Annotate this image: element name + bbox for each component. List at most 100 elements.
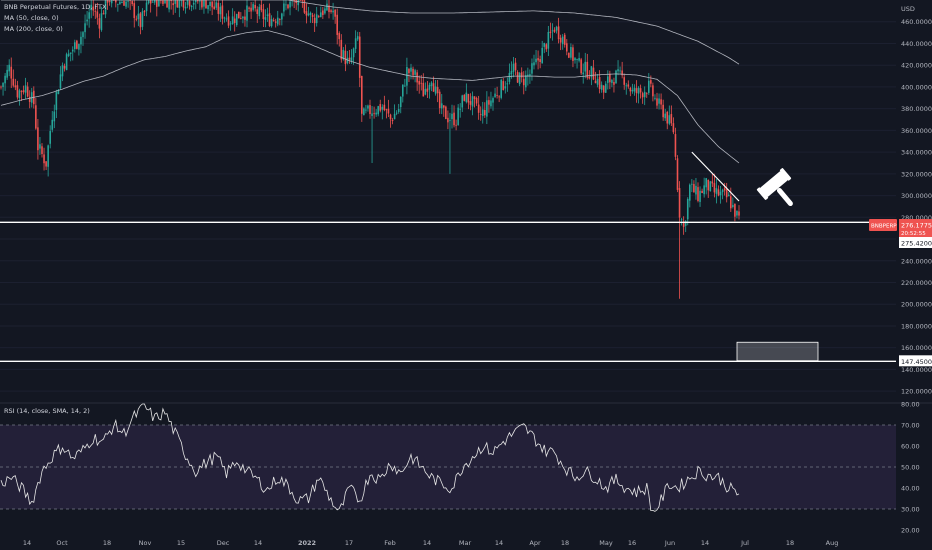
candle-body bbox=[279, 19, 281, 20]
price-tick-label: 440.0000 bbox=[901, 40, 932, 48]
candle-body bbox=[707, 179, 710, 191]
candle-body bbox=[584, 61, 587, 72]
candle-body bbox=[326, 3, 328, 11]
candle-body bbox=[164, 0, 166, 4]
candle-body bbox=[98, 18, 101, 29]
candle-body bbox=[365, 109, 367, 111]
candle-body bbox=[416, 72, 418, 83]
candle-body bbox=[543, 43, 546, 47]
candle-body bbox=[47, 145, 49, 167]
price-axis[interactable]: 120.0000 140.0000 160.0000 180.0000 200.0000… bbox=[901, 18, 932, 395]
candle-body bbox=[252, 4, 254, 10]
target-zone-box[interactable] bbox=[736, 341, 819, 362]
candle-body bbox=[258, 6, 261, 17]
candle-body bbox=[270, 18, 273, 27]
down-trendline[interactable] bbox=[691, 151, 740, 202]
candle-body bbox=[315, 14, 318, 24]
candle-body bbox=[629, 87, 632, 92]
candle-body bbox=[324, 8, 326, 14]
candle-body bbox=[656, 98, 658, 106]
drawings-layer[interactable] bbox=[691, 151, 819, 362]
candle-body bbox=[637, 87, 640, 94]
candle-body bbox=[16, 85, 19, 98]
candle-body bbox=[613, 81, 615, 85]
candle-body bbox=[723, 188, 726, 191]
candle-body bbox=[367, 105, 369, 109]
candle-body bbox=[192, 2, 195, 5]
candle-body bbox=[459, 108, 461, 110]
candle-body bbox=[309, 12, 312, 15]
candle-body bbox=[139, 13, 142, 28]
candle-body bbox=[197, 0, 199, 2]
symbol-title[interactable]: BNB Perpetual Futures, 1D, FTX bbox=[4, 3, 107, 11]
price-tick-label: 200.0000 bbox=[901, 301, 932, 309]
candle-body bbox=[76, 40, 78, 49]
candle-body bbox=[221, 5, 224, 19]
candle-body bbox=[627, 84, 630, 87]
candle-body bbox=[557, 26, 560, 40]
candle-body bbox=[598, 77, 601, 89]
price-tick-label: 160.0000 bbox=[901, 344, 932, 352]
time-tick-label: Oct bbox=[56, 539, 68, 547]
candle-body bbox=[301, 0, 304, 1]
candle-body bbox=[299, 0, 302, 1]
time-tick-label: 17 bbox=[345, 539, 353, 547]
candle-body bbox=[717, 189, 720, 196]
candle-body bbox=[549, 31, 552, 33]
candle-body bbox=[4, 75, 6, 84]
ma200-legend[interactable]: MA (200, close, 0) bbox=[4, 25, 63, 33]
candle-body bbox=[477, 104, 480, 113]
candle-body bbox=[82, 32, 84, 38]
candle-body bbox=[320, 12, 322, 18]
candle-body bbox=[668, 115, 671, 124]
rsi-axis[interactable]: 20.00 30.00 40.00 50.00 60.00 70.00 80.00 bbox=[901, 401, 920, 535]
candle-body bbox=[123, 0, 125, 6]
candle-body bbox=[119, 1, 121, 4]
candle-body bbox=[461, 95, 464, 108]
candle-body bbox=[217, 2, 220, 14]
candle-body bbox=[225, 18, 228, 20]
time-tick-label: Nov bbox=[139, 539, 152, 547]
candle-body bbox=[231, 16, 234, 24]
candle-body bbox=[276, 17, 279, 25]
candle-body bbox=[711, 181, 714, 184]
candle-body bbox=[207, 5, 209, 10]
last-price-value: 276.1775 bbox=[901, 222, 932, 230]
candle-body bbox=[658, 98, 660, 104]
candle-body bbox=[561, 36, 564, 45]
candle-body bbox=[397, 109, 400, 112]
candle-body bbox=[609, 74, 611, 83]
candle-body bbox=[12, 78, 15, 86]
horizontal-levels[interactable] bbox=[0, 221, 896, 363]
time-tick-label: 14 bbox=[423, 539, 431, 547]
ma-line bbox=[0, 29, 740, 164]
candle-body bbox=[727, 194, 730, 197]
candle-body bbox=[426, 88, 429, 92]
last-price-tag-bg bbox=[899, 219, 932, 237]
symbol-tag-text: BNBPERP bbox=[871, 224, 897, 230]
candle-body bbox=[51, 119, 54, 130]
time-tick-label: 18 bbox=[103, 539, 111, 547]
time-tick-label: Jun bbox=[664, 539, 675, 547]
rsi-series bbox=[0, 403, 740, 512]
candle-body bbox=[582, 72, 584, 75]
gavel-handle bbox=[776, 188, 793, 207]
ma50-legend[interactable]: MA (50, close, 0) bbox=[4, 14, 59, 22]
candle-body bbox=[143, 11, 146, 13]
candle-body bbox=[71, 49, 74, 52]
candle-body bbox=[440, 103, 443, 109]
gavel-icon[interactable] bbox=[756, 168, 805, 217]
candle-body bbox=[78, 43, 80, 50]
level-tag-text: 275.4200 bbox=[901, 240, 932, 248]
rsi-legend[interactable]: RSI (14, close, SMA, 14, 2) bbox=[4, 407, 90, 415]
candle-body bbox=[725, 189, 728, 198]
time-tick-label: 14 bbox=[495, 539, 503, 547]
candle-body bbox=[604, 83, 607, 93]
time-axis[interactable]: 14 Oct 18 Nov 15 Dec 14 2022 17 Feb 14 Mar 14 Apr 18 Ma… bbox=[23, 539, 838, 547]
candle-body bbox=[672, 123, 675, 133]
candle-body bbox=[652, 85, 654, 97]
candle-body bbox=[645, 93, 648, 95]
candle-body bbox=[223, 17, 226, 19]
level-tag-text: 147.4500 bbox=[901, 358, 932, 366]
